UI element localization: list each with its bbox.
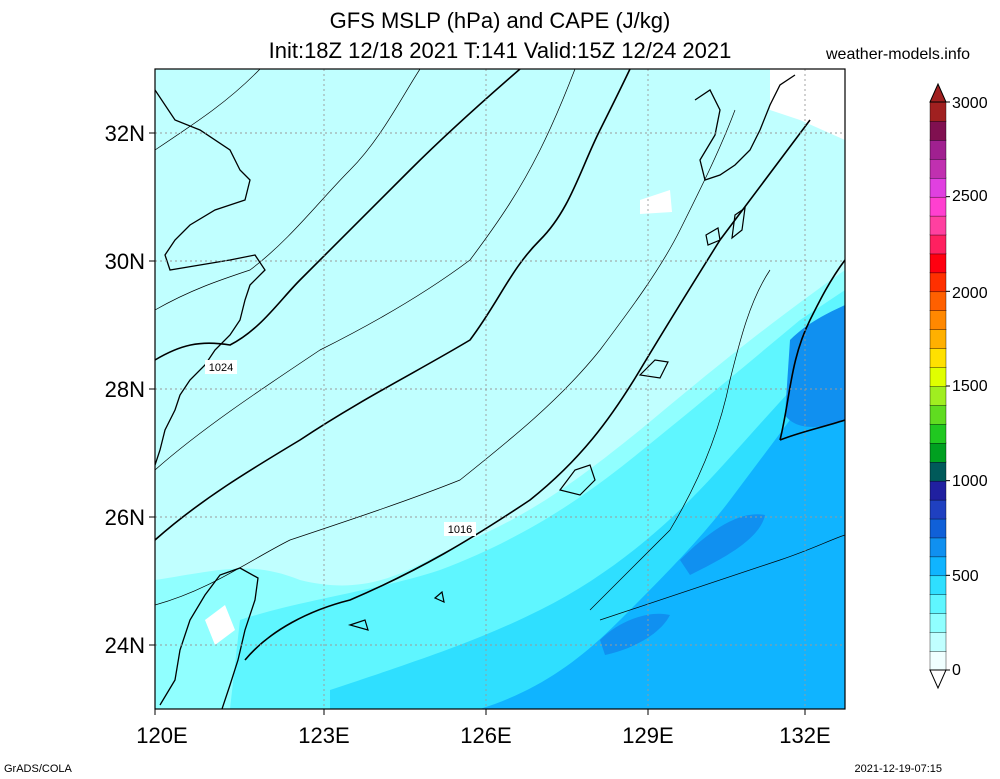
colorbar-swatch (929, 423, 947, 444)
colorbar-swatch (929, 234, 947, 255)
isobar-thin-4 (155, 109, 736, 606)
gridlines (155, 69, 845, 709)
isobar-labels: 1024 1016 (205, 360, 476, 536)
isobar-label-1024: 1024 (209, 362, 233, 374)
isobar-1016 (244, 119, 811, 661)
lon-axis: 120E 123E 126E 129E 132E (136, 723, 830, 748)
colorbar-label-1500: 1500 (952, 378, 988, 395)
colorbar-swatch (929, 196, 947, 217)
isobar-thin-1 (155, 69, 261, 151)
footer-timestamp: 2021-12-19-07:15 (854, 763, 942, 775)
colorbar-labels: 3000 2500 2000 1500 1000 500 0 (952, 95, 988, 679)
isobar-1020 (155, 69, 631, 541)
colorbar-swatch (929, 631, 947, 652)
colorbar-swatch (929, 291, 947, 311)
colorbar-swatch (929, 253, 947, 274)
lat-label-30n: 30N (105, 249, 145, 274)
colorbar-swatch (929, 404, 947, 425)
site-credit: weather-models.info (826, 46, 971, 63)
colorbar-swatch (929, 385, 947, 406)
colorbar-swatch (929, 480, 947, 501)
island-amami (638, 359, 669, 379)
lon-label-120e: 120E (136, 723, 187, 748)
lon-label-129e: 129E (622, 723, 673, 748)
colorbar (929, 82, 950, 690)
island-okinawa (558, 464, 596, 496)
lat-label-24n: 24N (105, 633, 145, 658)
colorbar-swatch (929, 139, 947, 160)
cape-band-4 (480, 360, 845, 709)
colorbar-swatch (929, 177, 947, 198)
colorbar-swatch (929, 120, 947, 141)
lat-label-32n: 32N (105, 121, 145, 146)
lon-label-126e: 126E (460, 723, 511, 748)
isobar-1012-b (779, 419, 845, 441)
title-line-1: GFS MSLP (hPa) and CAPE (J/kg) (329, 8, 671, 33)
colorbar-swatch (929, 158, 947, 179)
colorbar-label-3000: 3000 (952, 95, 988, 112)
kyushu-coastline (694, 74, 796, 181)
lat-label-28n: 28N (105, 377, 145, 402)
colorbar-swatch (929, 613, 947, 633)
colorbar-swatch (929, 499, 947, 520)
colorbar-swatch (929, 575, 947, 595)
colorbar-swatch (929, 329, 947, 349)
land-and-isobars (155, 69, 845, 709)
colorbar-swatch (929, 556, 947, 577)
cape-clear-1 (640, 190, 672, 214)
cape-core-3 (785, 305, 845, 427)
colorbar-swatch (929, 594, 947, 614)
colorbar-label-500: 500 (952, 568, 979, 585)
colorbar-swatch (929, 442, 947, 463)
isobar-thin-5 (589, 269, 771, 611)
cape-core-2 (600, 613, 670, 655)
isobar-thin-6 (599, 534, 845, 621)
colorbar-swatch (929, 461, 947, 482)
colorbar-swatch (929, 650, 947, 671)
lat-axis: 32N 30N 28N 26N 24N (105, 121, 145, 658)
isobar-thin-3 (155, 69, 576, 471)
cape-clear-2 (205, 605, 235, 645)
lon-label-123e: 123E (298, 723, 349, 748)
colorbar-swatch (929, 272, 947, 293)
colorbar-swatch (929, 518, 947, 539)
colorbar-swatch (929, 537, 947, 558)
colorbar-label-2000: 2000 (952, 285, 988, 302)
colorbar-swatch (929, 215, 947, 236)
colorbar-label-0: 0 (952, 662, 961, 679)
lat-ticks (149, 132, 806, 715)
colorbar-swatch (929, 101, 947, 122)
cape-core-1 (680, 514, 765, 575)
isobar-1024 (155, 69, 521, 361)
colorbar-label-1000: 1000 (952, 473, 988, 490)
title-line-2: Init:18Z 12/18 2021 T:141 Valid:15Z 12/2… (268, 38, 732, 63)
colorbar-label-2500: 2500 (952, 188, 988, 205)
isobar-label-1016: 1016 (448, 524, 472, 536)
lat-label-26n: 26N (105, 505, 145, 530)
footer-credit: GrADS/COLA (4, 763, 72, 775)
colorbar-swatch (929, 366, 947, 387)
colorbar-min-arrow (929, 669, 947, 690)
isobar-1012 (779, 259, 845, 441)
colorbar-swatch (929, 310, 947, 330)
china-coastline (155, 89, 266, 466)
lon-label-132e: 132E (779, 723, 830, 748)
colorbar-max-arrow (929, 82, 947, 103)
island-sakishima (347, 590, 445, 631)
cape-clear-3 (770, 69, 845, 140)
colorbar-swatch (929, 347, 947, 368)
isobar-thin-2 (155, 69, 421, 311)
